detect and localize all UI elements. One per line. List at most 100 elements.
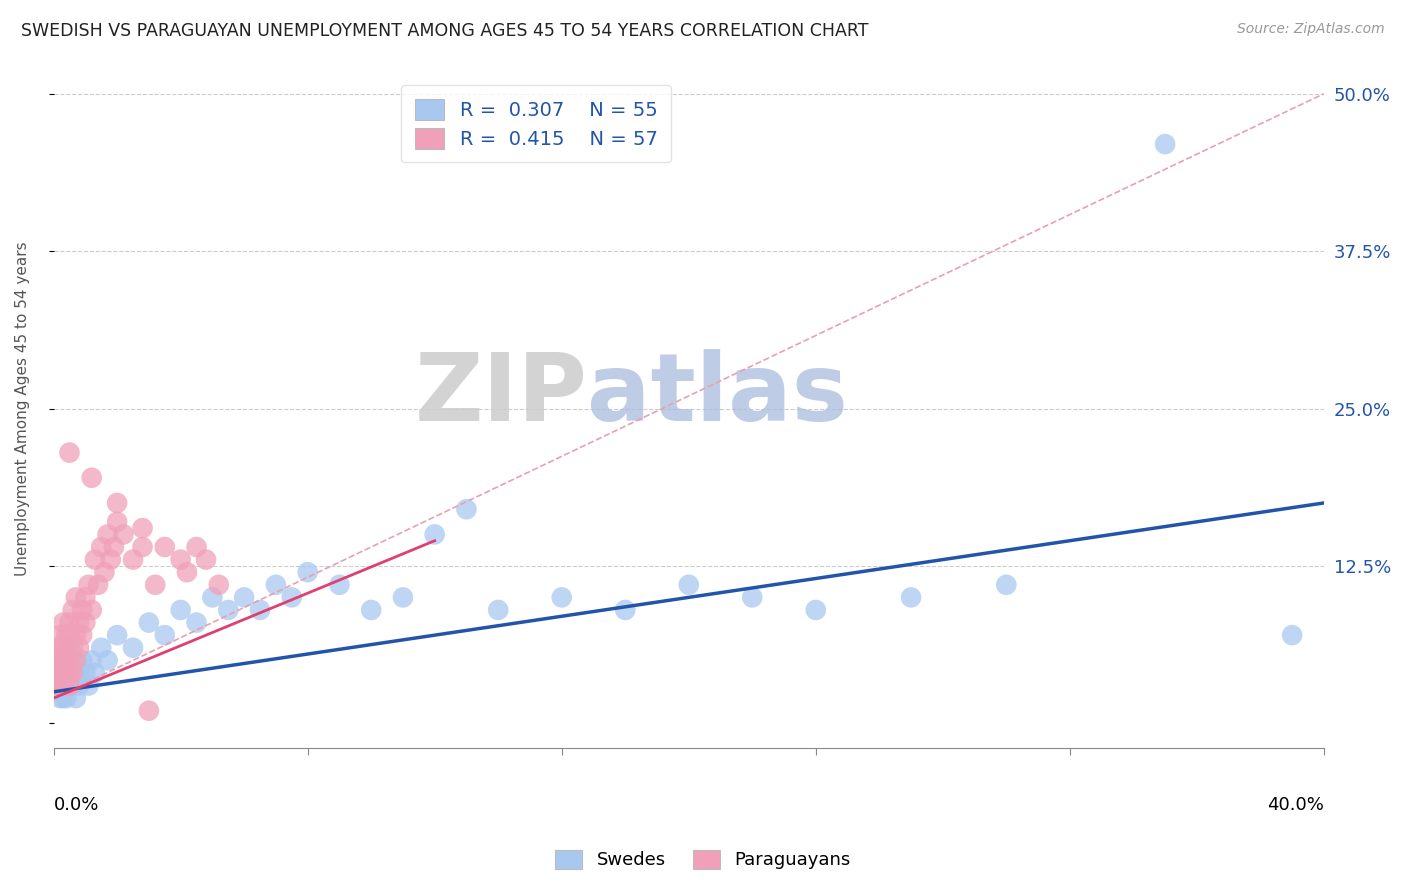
Text: 40.0%: 40.0% — [1267, 796, 1324, 814]
Point — [62, 653, 84, 667]
Point — [52, 640, 75, 655]
Point — [67, 679, 90, 693]
Point — [52, 653, 75, 667]
Y-axis label: Unemployment Among Ages 45 to 54 years: Unemployment Among Ages 45 to 54 years — [15, 241, 30, 576]
Point — [58, 653, 80, 667]
Point — [90, 640, 112, 655]
Point — [65, 628, 87, 642]
Point — [67, 615, 90, 630]
Point — [62, 640, 84, 655]
Point — [97, 527, 120, 541]
Point — [52, 665, 75, 680]
Point — [143, 578, 166, 592]
Point — [122, 552, 145, 566]
Point — [195, 552, 218, 566]
Text: atlas: atlas — [588, 349, 848, 441]
Point — [112, 527, 135, 541]
Point — [105, 515, 128, 529]
Point — [55, 653, 77, 667]
Point — [486, 603, 509, 617]
Point — [67, 665, 90, 680]
Point — [58, 615, 80, 630]
Point — [208, 578, 231, 592]
Point — [49, 640, 72, 655]
Point — [45, 679, 67, 693]
Point — [55, 691, 77, 706]
Point — [45, 665, 67, 680]
Point — [995, 578, 1018, 592]
Point — [65, 691, 87, 706]
Point — [122, 640, 145, 655]
Point — [297, 565, 319, 579]
Point — [52, 665, 75, 680]
Text: Source: ZipAtlas.com: Source: ZipAtlas.com — [1237, 22, 1385, 37]
Point — [153, 628, 176, 642]
Point — [49, 665, 72, 680]
Point — [58, 640, 80, 655]
Point — [58, 679, 80, 693]
Legend: R =  0.307    N = 55, R =  0.415    N = 57: R = 0.307 N = 55, R = 0.415 N = 57 — [401, 85, 671, 162]
Point — [217, 603, 239, 617]
Legend: Swedes, Paraguayans: Swedes, Paraguayans — [546, 841, 860, 879]
Point — [62, 603, 84, 617]
Point — [58, 665, 80, 680]
Point — [65, 591, 87, 605]
Point — [49, 679, 72, 693]
Point — [105, 496, 128, 510]
Point — [55, 628, 77, 642]
Point — [77, 578, 100, 592]
Point — [804, 603, 827, 617]
Point — [52, 679, 75, 693]
Point — [49, 653, 72, 667]
Point — [100, 552, 122, 566]
Point — [52, 691, 75, 706]
Point — [360, 603, 382, 617]
Point — [83, 665, 105, 680]
Point — [55, 653, 77, 667]
Point — [90, 540, 112, 554]
Point — [52, 665, 75, 680]
Point — [169, 552, 191, 566]
Point — [75, 615, 97, 630]
Point — [201, 591, 224, 605]
Text: 0.0%: 0.0% — [53, 796, 98, 814]
Point — [233, 591, 256, 605]
Point — [169, 603, 191, 617]
Point — [176, 565, 198, 579]
Point — [58, 445, 80, 459]
Point — [52, 615, 75, 630]
Point — [70, 653, 93, 667]
Point — [80, 603, 103, 617]
Point — [392, 591, 415, 605]
Point — [55, 640, 77, 655]
Point — [49, 653, 72, 667]
Point — [58, 665, 80, 680]
Point — [58, 679, 80, 693]
Point — [77, 679, 100, 693]
Point — [45, 653, 67, 667]
Point — [131, 540, 153, 554]
Point — [456, 502, 478, 516]
Point — [55, 679, 77, 693]
Point — [83, 552, 105, 566]
Point — [1281, 628, 1303, 642]
Point — [281, 591, 304, 605]
Point — [423, 527, 446, 541]
Point — [678, 578, 700, 592]
Point — [49, 628, 72, 642]
Point — [614, 603, 637, 617]
Point — [264, 578, 287, 592]
Point — [45, 679, 67, 693]
Point — [186, 540, 208, 554]
Point — [52, 653, 75, 667]
Point — [67, 640, 90, 655]
Point — [49, 679, 72, 693]
Point — [55, 665, 77, 680]
Point — [62, 679, 84, 693]
Point — [45, 640, 67, 655]
Point — [97, 653, 120, 667]
Point — [186, 615, 208, 630]
Point — [87, 578, 110, 592]
Point — [131, 521, 153, 535]
Point — [62, 665, 84, 680]
